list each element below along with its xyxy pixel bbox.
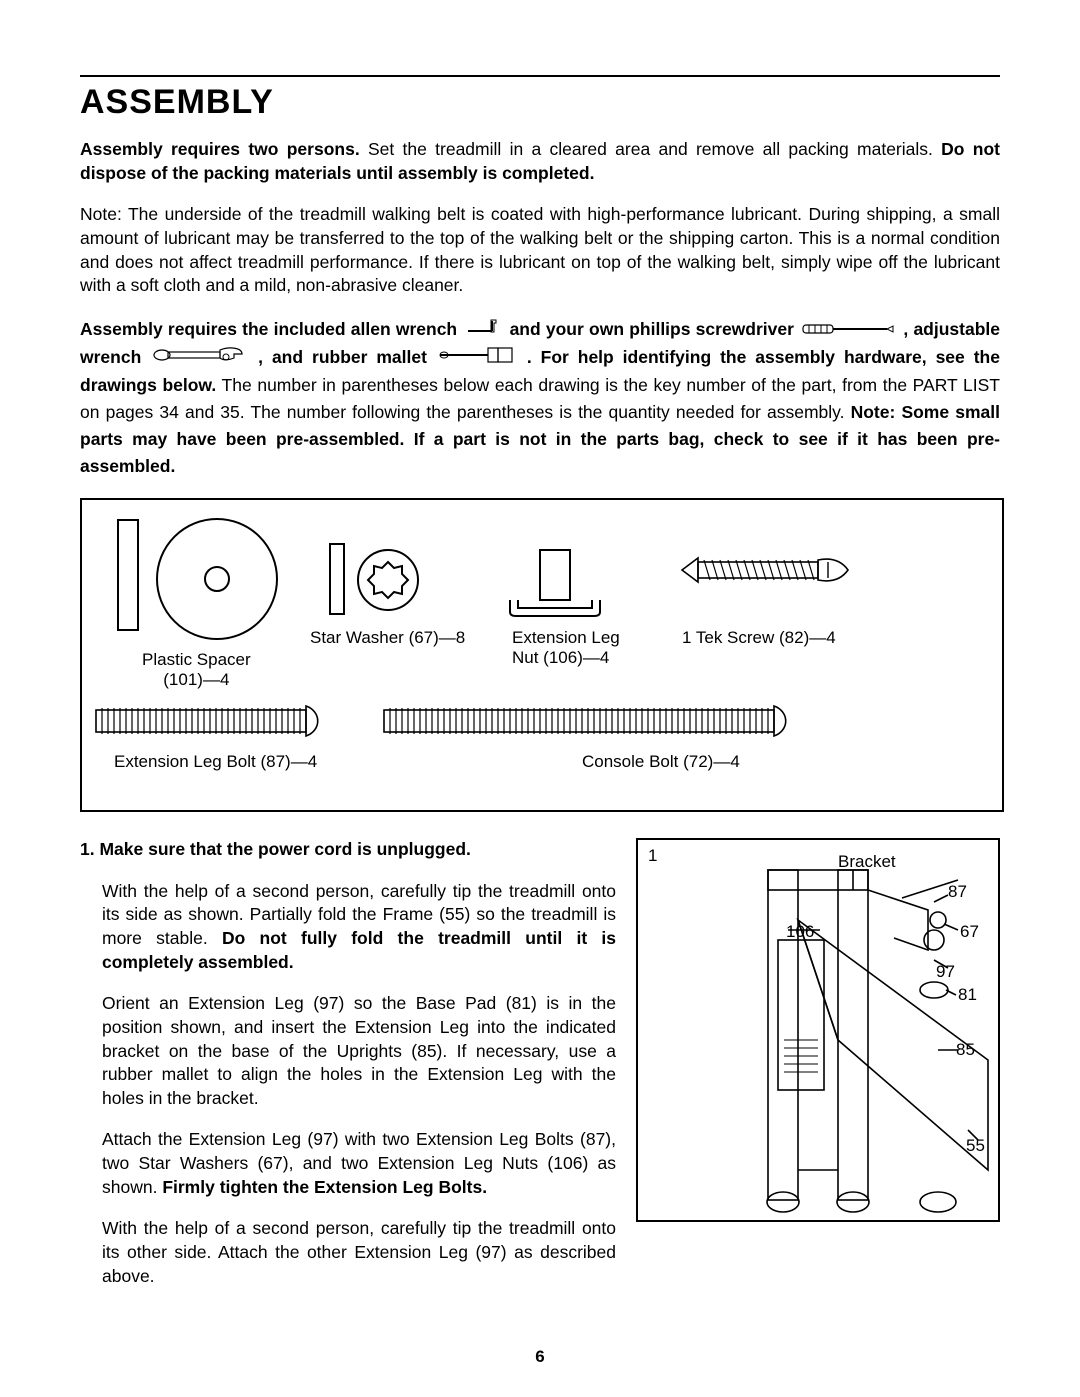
step-1-text: 1. Make sure that the power cord is unpl… — [80, 838, 616, 1306]
tools-b1: Assembly requires the included allen wre… — [80, 319, 457, 339]
plastic-spacer-icon — [116, 518, 140, 633]
large-washer-icon — [152, 514, 282, 644]
allen-wrench-icon — [464, 317, 502, 344]
hardware-box: Plastic Spacer (101)—4 Star Washer (67)—… — [80, 498, 1004, 812]
callout-bracket: Bracket — [838, 852, 896, 872]
console-bolt-label: Console Bolt (72)—4 — [582, 752, 740, 772]
step1-p2: Orient an Extension Leg (97) so the Base… — [80, 992, 616, 1110]
extension-leg-nut-icon — [500, 540, 610, 620]
callout-106: 106 — [786, 922, 814, 942]
star-washer-icon — [328, 540, 428, 620]
callout-55: 55 — [966, 1136, 985, 1156]
intro-paragraph: Assembly requires two persons. Set the t… — [80, 138, 1000, 185]
step1-p3b: Firmly tighten the Extension Leg Bolts. — [162, 1177, 487, 1197]
step-1-diagram: 1 — [636, 838, 1000, 1222]
page-number: 6 — [0, 1347, 1080, 1367]
top-rule — [80, 75, 1000, 77]
callout-85: 85 — [956, 1040, 975, 1060]
star-washer-label: Star Washer (67)—8 — [310, 628, 465, 648]
ext-leg-nut-label-2: Nut (106)—4 — [512, 648, 620, 668]
callout-97: 97 — [936, 962, 955, 982]
diagram-step-number: 1 — [648, 846, 657, 866]
callout-67: 67 — [960, 922, 979, 942]
tek-screw-label: 1 Tek Screw (82)—4 — [682, 628, 836, 648]
tek-screw-icon — [680, 550, 855, 590]
tools-paragraph: Assembly requires the included allen wre… — [80, 316, 1000, 480]
ext-leg-bolt-label: Extension Leg Bolt (87)—4 — [114, 752, 317, 772]
step1-p4: With the help of a second person, carefu… — [80, 1217, 616, 1288]
tools-b4: , and rubber mallet — [258, 347, 427, 367]
extension-leg-bolt-icon — [94, 700, 344, 742]
page-title: ASSEMBLY — [80, 83, 1000, 122]
console-bolt-icon — [382, 700, 812, 742]
callout-87: 87 — [948, 882, 967, 902]
ext-leg-nut-label-1: Extension Leg — [512, 628, 620, 648]
plastic-spacer-label-2: (101)—4 — [142, 670, 251, 690]
note-paragraph: Note: The underside of the treadmill wal… — [80, 203, 1000, 298]
tools-b2: and your own phillips screwdriver — [510, 319, 794, 339]
adjustable-wrench-icon — [152, 345, 247, 372]
step1-lead: 1. Make sure that the power cord is unpl… — [80, 838, 616, 862]
rubber-mallet-icon — [438, 345, 516, 372]
step-1-row: 1. Make sure that the power cord is unpl… — [80, 838, 1000, 1306]
phillips-screwdriver-icon — [801, 317, 896, 344]
callout-81: 81 — [958, 985, 977, 1005]
intro-bold-lead: Assembly requires two persons. — [80, 139, 360, 159]
intro-text-mid: Set the treadmill in a cleared area and … — [360, 139, 941, 159]
plastic-spacer-label-1: Plastic Spacer — [142, 650, 251, 670]
treadmill-diagram-icon — [638, 840, 994, 1216]
